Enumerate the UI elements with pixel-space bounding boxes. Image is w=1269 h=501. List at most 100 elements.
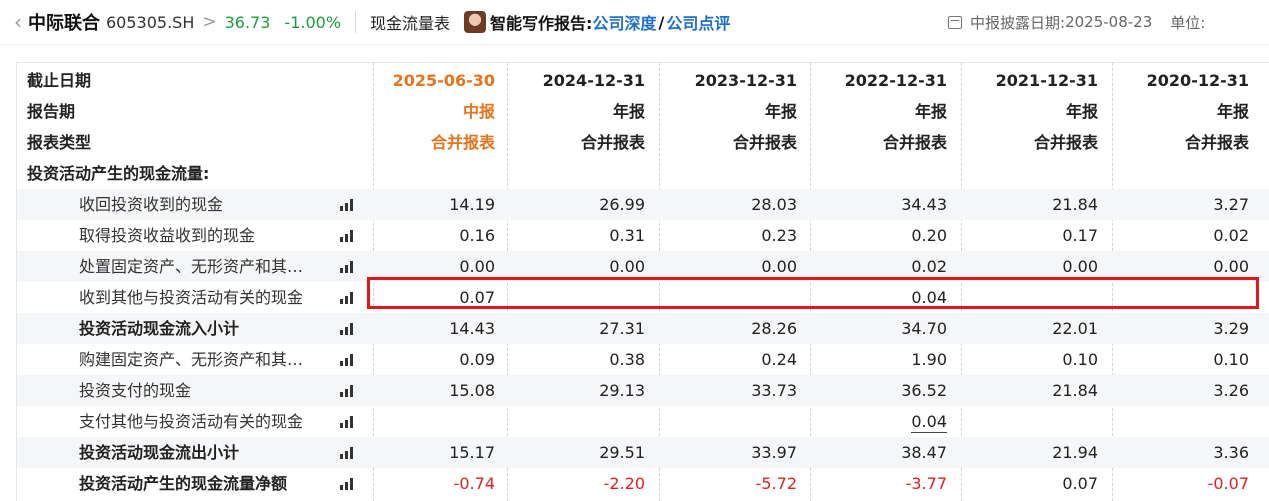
cash-flow-table: 截止日期 2025-06-30 2024-12-31 2023-12-31 2022-1… (16, 62, 1269, 501)
value-cell: 0.17 (1062, 226, 1098, 245)
column-separator (810, 63, 811, 501)
value-cell: 14.43 (449, 319, 495, 338)
value-cell: 0.00 (459, 257, 495, 276)
header-cell: 合并报表 (1033, 133, 1098, 152)
value-cell: 0.20 (911, 226, 947, 245)
value-cell: -5.72 (755, 474, 797, 493)
row-label: 投资活动产生的现金流量净额 (79, 474, 288, 493)
table-header-row: 报告期 中报 年报 年报 年报 年报 年报 (17, 96, 1269, 127)
value-cell: -0.07 (1207, 474, 1249, 493)
value-cell: 1.90 (911, 350, 947, 369)
value-cell: 0.00 (1213, 257, 1249, 276)
table-row[interactable]: 收到其他与投资活动有关的现金 0.07 0.04 (17, 282, 1269, 313)
header-cell: 合并报表 (580, 133, 645, 152)
header-cell: 2020-12-31 (1146, 71, 1249, 90)
header-cell: 年报 (764, 102, 797, 121)
value-cell: 14.19 (449, 195, 495, 214)
column-separator (961, 63, 962, 501)
value-cell: 15.17 (449, 443, 495, 462)
value-cell: 34.43 (901, 195, 947, 214)
value-cell: 28.03 (751, 195, 797, 214)
value-cell[interactable]: 0.04 (911, 406, 947, 437)
table-row[interactable]: 购建固定资产、无形资产和其… 0.09 0.38 0.24 1.90 0.10 0.10 (17, 344, 1269, 375)
value-cell: 0.00 (761, 257, 797, 276)
value-cell: 0.31 (609, 226, 645, 245)
value-cell[interactable]: 0.07 (459, 282, 495, 313)
value-cell: 22.01 (1052, 319, 1098, 338)
table-row[interactable]: 处置固定资产、无形资产和其… 0.00 0.00 0.00 0.02 0.00 0.00 (17, 251, 1269, 282)
bar-chart-icon[interactable] (340, 354, 356, 366)
header-cell: 年报 (914, 102, 947, 121)
row-label: 购建固定资产、无形资产和其… (79, 350, 304, 369)
bar-chart-icon[interactable] (340, 199, 356, 211)
bar-chart-icon[interactable] (340, 478, 356, 490)
header-cell: 合并报表 (732, 133, 797, 152)
value-cell: 3.29 (1213, 319, 1249, 338)
value-cell: 21.84 (1052, 381, 1098, 400)
table-row[interactable]: 支付其他与投资活动有关的现金 0.04 (17, 406, 1269, 437)
table-header-row: 截止日期 2025-06-30 2024-12-31 2023-12-31 2022-1… (17, 65, 1269, 96)
value-cell: 0.23 (761, 226, 797, 245)
calendar-icon (948, 15, 962, 29)
value-cell: 0.00 (1062, 257, 1098, 276)
value-cell: 3.36 (1213, 443, 1249, 462)
value-cell: 29.51 (599, 443, 645, 462)
section-title-row: 投资活动产生的现金流量: (17, 158, 1269, 189)
value-cell: -2.20 (603, 474, 645, 493)
table-row[interactable]: 投资活动产生的现金流量净额 -0.74 -2.20 -5.72 -3.77 0.07 -0.… (17, 468, 1269, 499)
bar-chart-icon[interactable] (340, 323, 356, 335)
value-cell: 36.52 (901, 381, 947, 400)
bar-chart-icon[interactable] (340, 416, 356, 428)
column-separator (1112, 63, 1113, 501)
value-cell: 29.13 (599, 381, 645, 400)
value-link[interactable]: 0.07 (459, 288, 495, 309)
table-row[interactable]: 投资支付的现金 15.08 29.13 33.73 36.52 21.84 3.26 (17, 375, 1269, 406)
column-separator (373, 63, 374, 501)
bar-chart-icon[interactable] (340, 447, 356, 459)
value-cell: 21.94 (1052, 443, 1098, 462)
price-change: -1.00% (284, 12, 342, 32)
ai-report-label: 智能写作报告: (490, 14, 593, 33)
bar-chart-icon[interactable] (340, 230, 356, 242)
table-row[interactable]: 投资活动现金流出小计 15.17 29.51 33.97 38.47 21.94 3.36 (17, 437, 1269, 468)
column-separator (507, 63, 508, 501)
table-row[interactable]: 收回投资收到的现金 14.19 26.99 28.03 34.43 21.84 3.27 (17, 189, 1269, 220)
report-type-title: 现金流量表 (370, 14, 451, 33)
value-cell: 34.70 (901, 319, 947, 338)
header-cell: 2025-06-30 (392, 71, 495, 90)
value-cell: 28.26 (751, 319, 797, 338)
value-cell: 0.02 (911, 257, 947, 276)
value-cell[interactable]: 0.04 (911, 282, 947, 313)
table-row[interactable]: 取得投资收益收到的现金 0.16 0.31 0.23 0.20 0.17 0.02 (17, 220, 1269, 251)
stock-name[interactable]: 中际联合 (28, 13, 100, 34)
bar-chart-icon[interactable] (340, 385, 356, 397)
disclosure-label: 中报披露日期: (970, 13, 1066, 32)
company-depth-link[interactable]: 公司深度 (592, 14, 657, 33)
value-cell: 33.73 (751, 381, 797, 400)
header-cell: 2021-12-31 (995, 71, 1098, 90)
company-comment-link[interactable]: 公司点评 (666, 14, 731, 33)
value-cell: 0.24 (761, 350, 797, 369)
chevron-right-icon[interactable]: > (202, 12, 217, 32)
value-link[interactable]: 0.04 (911, 412, 947, 433)
value-cell: 0.38 (609, 350, 645, 369)
bar-chart-icon[interactable] (340, 292, 356, 304)
value-cell: 38.47 (901, 443, 947, 462)
header-cell: 2023-12-31 (694, 71, 797, 90)
bar-chart-icon[interactable] (340, 261, 356, 273)
table-row[interactable]: 投资活动现金流入小计 14.43 27.31 28.26 34.70 22.01 3.29 (17, 313, 1269, 344)
header-label: 截止日期 (27, 71, 92, 90)
row-label: 收到其他与投资活动有关的现金 (79, 288, 304, 307)
header-cell: 年报 (1216, 102, 1249, 121)
header-label: 报告期 (27, 102, 76, 121)
stock-price: 36.73 (224, 12, 271, 32)
header-cell: 合并报表 (1184, 133, 1249, 152)
value-link[interactable]: 0.04 (911, 288, 947, 309)
chevron-left-icon[interactable]: ‹ (14, 10, 22, 34)
value-cell: 0.16 (459, 226, 495, 245)
value-cell: 26.99 (599, 195, 645, 214)
value-cell: 0.02 (1213, 226, 1249, 245)
row-label: 处置固定资产、无形资产和其… (79, 257, 304, 276)
link-separator: / (658, 12, 665, 32)
header-cell: 合并报表 (430, 133, 495, 152)
